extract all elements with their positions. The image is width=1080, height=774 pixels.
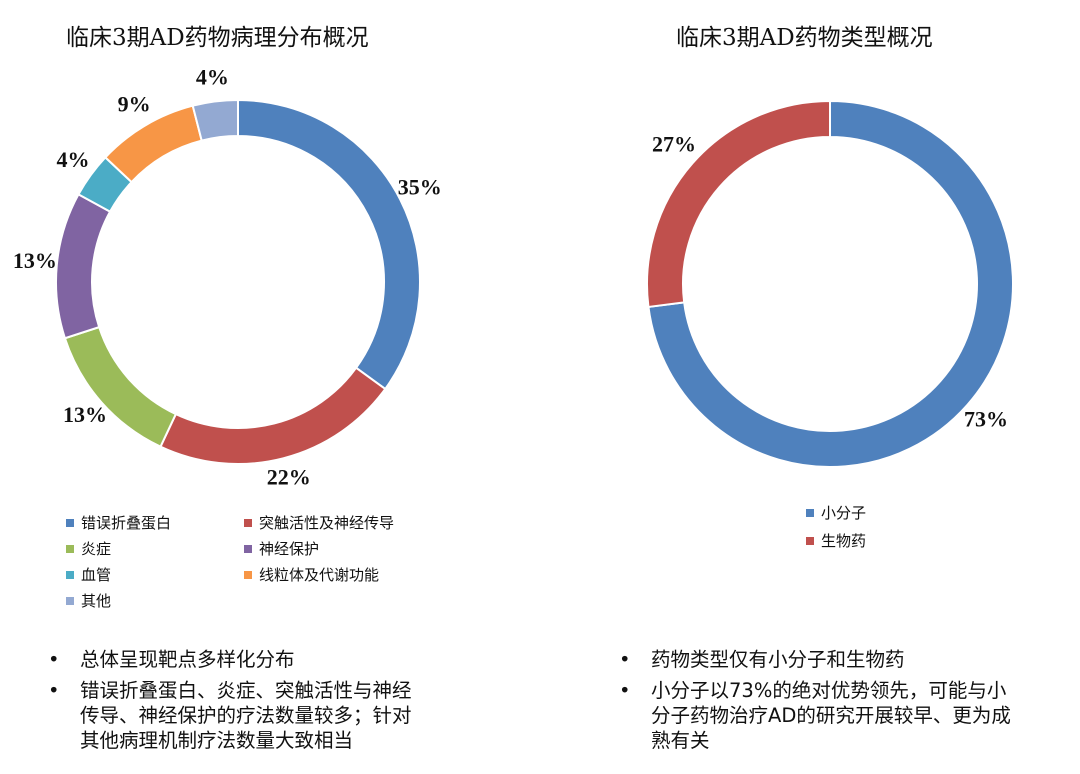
left-legend-label-4: 神经保护	[259, 540, 320, 558]
left-legend-item-4: 神经保护	[244, 538, 319, 559]
right-legend: 小分子 生物药	[806, 502, 926, 562]
left-legend-item-1: 错误折叠蛋白	[66, 512, 171, 533]
left-donut-chart: 35% 22% 13% 13% 4% 9% 4%	[13, 65, 442, 490]
left-note-bullet: •	[48, 679, 60, 702]
left-legend-label-7: 其他	[81, 592, 112, 610]
left-legend-swatch-1	[66, 518, 74, 527]
left-slice-label-2: 22%	[267, 465, 311, 490]
right-legend-label-1: 小分子	[821, 504, 867, 522]
right-legend-swatch-2	[806, 536, 814, 545]
left-chart-title: 临床3期AD药物病理分布概况	[66, 25, 369, 51]
left-legend-item-3: 炎症	[66, 538, 111, 559]
left-legend-swatch-2	[244, 518, 252, 527]
left-slice-label-6: 9%	[118, 91, 151, 116]
right-notes: • 药物类型仅有小分子和生物药 • 小分子以73%的绝对优势领先，可能与小 分子药物治…	[617, 647, 1067, 759]
left-legend-label-1: 错误折叠蛋白	[81, 514, 172, 532]
left-legend-item-6: 线粒体及代谢功能	[244, 564, 379, 585]
left-note-1: • 总体呈现靶点多样化分布	[46, 647, 486, 672]
right-slice-label-1: 73%	[964, 407, 1008, 432]
right-note-text: 小分子以73%的绝对优势领先，可能与小 分子药物治疗AD的研究开展较早、更为成 …	[651, 679, 1011, 752]
left-slice-label-5: 4%	[56, 147, 89, 172]
right-chart-title: 临床3期AD药物类型概况	[676, 25, 933, 51]
left-legend-swatch-7	[66, 596, 74, 605]
right-note-2: • 小分子以73%的绝对优势领先，可能与小 分子药物治疗AD的研究开展较早、更为成…	[617, 678, 1067, 753]
left-legend-label-5: 血管	[81, 566, 112, 584]
left-note-text: 总体呈现靶点多样化分布	[80, 648, 295, 671]
left-slice-label-4: 13%	[13, 248, 57, 273]
left-legend-label-6: 线粒体及代谢功能	[259, 566, 380, 584]
left-legend-label-2: 突触活性及神经传导	[259, 514, 395, 532]
left-legend-item-7: 其他	[66, 590, 111, 611]
right-note-text: 药物类型仅有小分子和生物药	[651, 648, 905, 671]
left-note-bullet: •	[48, 648, 60, 671]
right-note-bullet: •	[619, 679, 631, 702]
left-legend: 错误折叠蛋白 突触活性及神经传导炎症 神经保护血管 线粒体及代谢功能其他	[66, 512, 486, 612]
left-slice-7	[191, 98, 239, 142]
right-slice-label-2: 27%	[652, 131, 696, 156]
right-donut-chart: 73% 27%	[646, 99, 1014, 468]
left-note-2: • 错误折叠蛋白、炎症、突触活性与神经 传导、神经保护的疗法数量较多；针对 其他病…	[46, 678, 486, 753]
right-slice-2	[646, 99, 831, 309]
left-slice-label-1: 35%	[398, 174, 442, 199]
right-note-bullet: •	[619, 648, 631, 671]
right-legend-swatch-1	[806, 508, 814, 517]
left-notes: • 总体呈现靶点多样化分布 • 错误折叠蛋白、炎症、突触活性与神经 传导、神经保护的疗…	[46, 647, 486, 759]
right-note-1: • 药物类型仅有小分子和生物药	[617, 647, 1067, 672]
right-legend-item-1: 小分子	[806, 502, 866, 523]
left-slice-label-7: 4%	[196, 65, 229, 90]
left-legend-swatch-4	[244, 544, 252, 553]
left-legend-item-2: 突触活性及神经传导	[244, 512, 394, 533]
right-legend-item-2: 生物药	[806, 530, 866, 551]
left-note-text: 错误折叠蛋白、炎症、突触活性与神经 传导、神经保护的疗法数量较多；针对 其他病理…	[80, 679, 412, 752]
left-legend-swatch-3	[66, 544, 74, 553]
left-slice-label-3: 13%	[63, 402, 107, 427]
left-legend-swatch-5	[66, 570, 74, 579]
right-slice-1	[647, 99, 1014, 468]
right-legend-label-2: 生物药	[821, 532, 867, 550]
left-legend-item-5: 血管	[66, 564, 111, 585]
left-legend-swatch-6	[244, 570, 252, 579]
left-legend-label-3: 炎症	[81, 540, 112, 558]
